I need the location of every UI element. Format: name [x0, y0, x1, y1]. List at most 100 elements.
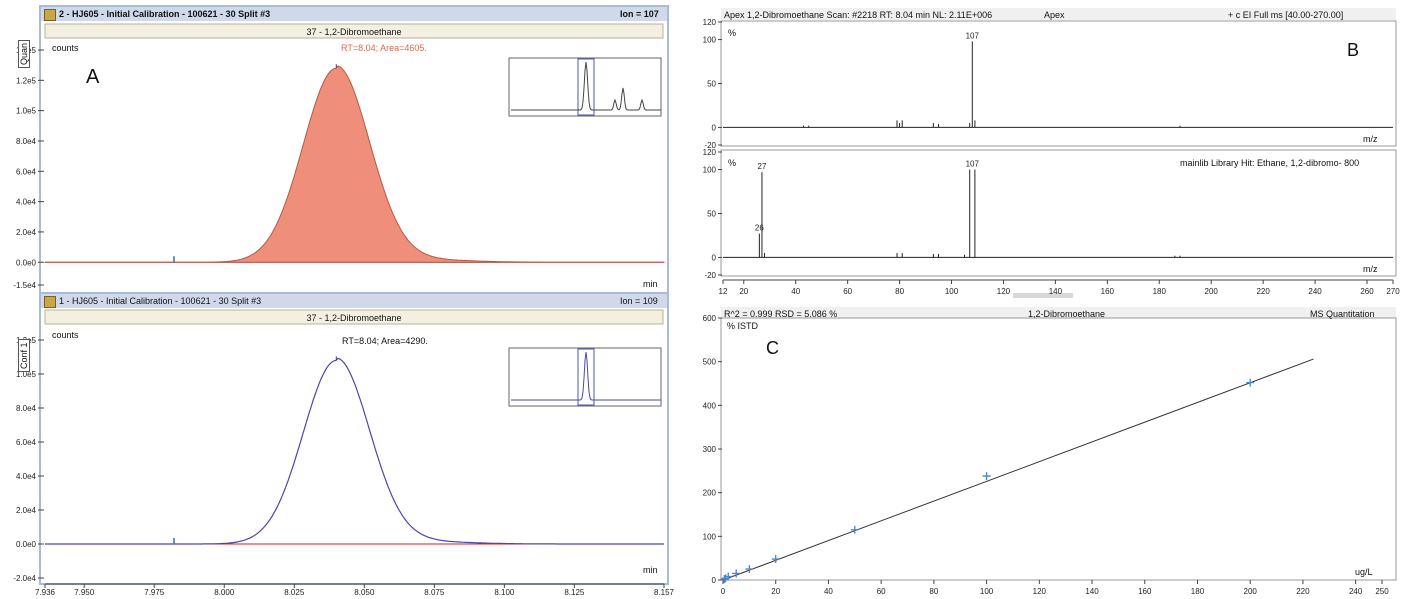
cal-xtick-label: 0 — [721, 587, 726, 596]
panel-letter-b: B — [1347, 40, 1360, 60]
calibration-header-bar — [721, 307, 1396, 318]
conf-ytick-label: 6.0e4 — [16, 438, 37, 447]
calibration-fit-line — [722, 358, 1314, 581]
mz-tick-label: 270 — [1386, 287, 1400, 296]
spec-bottom-ytick-label: 50 — [707, 210, 716, 219]
quan-tag[interactable]: Quan — [18, 39, 30, 68]
cal-ytick-label: 500 — [703, 358, 717, 367]
spectrum-header-mid: Apex — [1044, 10, 1065, 20]
bottom-title-bar — [41, 294, 667, 308]
spectrum-bottom-mz: m/z — [1363, 264, 1378, 274]
mz-tick-label: 40 — [791, 287, 800, 296]
mz-tick-label: 260 — [1360, 287, 1374, 296]
quan-ytick-label: 8.0e4 — [16, 137, 37, 146]
cal-xtick-label: 100 — [980, 587, 994, 596]
quan-ytick-label: 0.0e0 — [16, 258, 37, 267]
conf-ytick-label: 2.0e4 — [16, 506, 37, 515]
spectrum-header-right: + c EI Full ms [40.00-270.00] — [1228, 10, 1344, 20]
quan-ytick-label: -1.5e4 — [13, 281, 36, 290]
conf-ytick-label: 1.0e5 — [16, 370, 37, 379]
bottom-counts-label: counts — [52, 330, 79, 340]
time-tick-label: 8.075 — [424, 588, 445, 597]
calibration-x-unit: ug/L — [1355, 567, 1373, 577]
spec-top-ytick-label: 50 — [707, 80, 716, 89]
time-tick-label: 7.975 — [144, 588, 165, 597]
mz-tick-label: 140 — [1049, 287, 1063, 296]
cal-ytick-label: 100 — [703, 532, 717, 541]
calibration-stats: R^2 = 0.999 RSD = 5.086 % — [724, 309, 838, 319]
pin-icon[interactable] — [44, 296, 56, 308]
mz-tick-label: 120 — [997, 287, 1011, 296]
bottom-panel-ion: Ion = 109 — [620, 296, 658, 306]
top-title-bar — [41, 7, 667, 21]
mz-tick-label: 12 — [719, 287, 728, 296]
calibration-point — [771, 555, 780, 564]
spec-top-ytick-label: -20 — [704, 141, 716, 150]
spec-top-ytick-label: 0 — [712, 123, 717, 132]
quan-thumbnail-trace — [511, 61, 661, 111]
time-tick-label: 7.950 — [74, 588, 95, 597]
chromatogram-graphics: 1.4e51.2e51.0e58.0e46.0e44.0e42.0e40.0e0… — [13, 5, 675, 597]
spec-bottom-ytick-label: 0 — [712, 253, 717, 262]
spectrum-top-frame — [720, 20, 1397, 147]
cal-ytick-label: 400 — [703, 401, 717, 410]
time-tick-label: 8.100 — [494, 588, 515, 597]
top-peak-label: RT=8.04; Area=4605. — [341, 43, 427, 53]
calibration-y-label: % ISTD — [727, 321, 759, 331]
cal-xtick-label: 250 — [1375, 587, 1389, 596]
cal-xtick-label: 40 — [824, 587, 833, 596]
spec-top-ytick-label: 100 — [703, 36, 717, 45]
cal-xtick-label: 180 — [1191, 587, 1205, 596]
cal-xtick-label: 20 — [771, 587, 780, 596]
calibration-compound: 1,2-Dibromoethane — [1028, 309, 1106, 319]
mz-tick-label: 100 — [945, 287, 959, 296]
mz-tick-label: 180 — [1153, 287, 1167, 296]
library-hit-label: mainlib Library Hit: Ethane, 1,2-dibromo… — [1180, 158, 1360, 168]
calibration-point — [745, 565, 754, 574]
spectrum-top-pct: % — [728, 28, 737, 38]
spec-top-peak-label: 107 — [966, 31, 980, 40]
calibration-point — [732, 569, 741, 578]
splitter-handle — [1013, 293, 1073, 298]
calibration-mode: MS Quantitation — [1310, 309, 1375, 319]
mz-tick-label: 60 — [843, 287, 852, 296]
time-tick-label: 8.050 — [354, 588, 375, 597]
pin-icon[interactable] — [44, 9, 56, 21]
spectrum-top-mz: m/z — [1363, 134, 1378, 144]
bottom-panel-frame — [39, 292, 669, 585]
conf-ytick-label: -2.0e4 — [13, 574, 36, 583]
cal-ytick-label: 300 — [703, 445, 717, 454]
chromatogram-window: 1.4e51.2e51.0e58.0e46.0e44.0e42.0e40.0e0… — [0, 0, 680, 599]
spec-bottom-peak-label: 26 — [755, 224, 764, 233]
top-compound-bar — [44, 23, 664, 39]
bottom-compound-name: 37 - 1,2-Dibromoethane — [306, 313, 402, 323]
time-tick-label: 7.936 — [35, 588, 56, 597]
bottom-panel-title: 1 - HJ605 - Initial Calibration - 100621… — [59, 296, 262, 306]
time-tick-label: 8.157 — [654, 588, 675, 597]
time-tick-label: 8.125 — [564, 588, 585, 597]
spectrum-window: 120 100 50 0 -20 107 120 100 50 0 -20 27 26 107 12 20 40… — [688, 0, 1401, 599]
cal-xtick-label: 120 — [1033, 587, 1047, 596]
time-tick-label: 8.025 — [284, 588, 305, 597]
quan-ytick-label: 6.0e4 — [16, 167, 37, 176]
conf-peak-line — [45, 357, 664, 545]
spec-bottom-ytick-label: 100 — [703, 166, 717, 175]
calibration-point — [850, 525, 859, 534]
panel-letter-c: C — [766, 338, 779, 358]
cal-ytick-label: 0 — [712, 576, 717, 585]
calibration-point — [1246, 378, 1255, 387]
conf-tag[interactable]: Conf 1 — [18, 339, 30, 372]
top-counts-label: counts — [52, 43, 79, 53]
mz-tick-label: 80 — [895, 287, 904, 296]
quan-ytick-label: 1.0e5 — [16, 107, 37, 116]
cal-xtick-label: 60 — [877, 587, 886, 596]
cal-xtick-label: 200 — [1244, 587, 1258, 596]
bottom-min-label: min — [643, 565, 658, 575]
quan-peak-area — [44, 65, 665, 263]
time-tick-label: 8.000 — [214, 588, 235, 597]
mz-tick-label: 240 — [1308, 287, 1322, 296]
conf-thumbnail-trace — [511, 351, 661, 401]
top-panel-title: 2 - HJ605 - Initial Calibration - 100621… — [59, 9, 271, 19]
calibration-point — [724, 572, 733, 581]
